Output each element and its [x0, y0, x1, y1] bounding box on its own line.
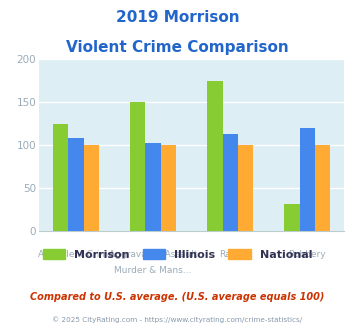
Bar — [130, 102, 146, 231]
Text: Violent Crime Comparison: Violent Crime Comparison — [66, 40, 289, 54]
Text: Murder & Mans...: Murder & Mans... — [114, 266, 192, 275]
Bar — [207, 81, 223, 231]
Bar — [223, 134, 238, 231]
Bar — [161, 145, 176, 231]
Legend: Morrison, Illinois, National: Morrison, Illinois, National — [43, 249, 312, 260]
Text: Robbery: Robbery — [289, 250, 326, 259]
Bar — [84, 145, 99, 231]
Bar — [300, 128, 315, 231]
Text: Aggravated Assault: Aggravated Assault — [109, 250, 197, 259]
Text: 2019 Morrison: 2019 Morrison — [116, 10, 239, 25]
Bar — [284, 204, 300, 231]
Text: © 2025 CityRating.com - https://www.cityrating.com/crime-statistics/: © 2025 CityRating.com - https://www.city… — [53, 317, 302, 323]
Bar — [238, 145, 253, 231]
Bar — [53, 124, 69, 231]
Bar — [69, 138, 84, 231]
Text: Rape: Rape — [219, 250, 242, 259]
Bar — [146, 144, 161, 231]
Bar — [315, 145, 331, 231]
Text: All Violent Crime: All Violent Crime — [38, 250, 114, 259]
Text: Compared to U.S. average. (U.S. average equals 100): Compared to U.S. average. (U.S. average … — [30, 292, 325, 302]
